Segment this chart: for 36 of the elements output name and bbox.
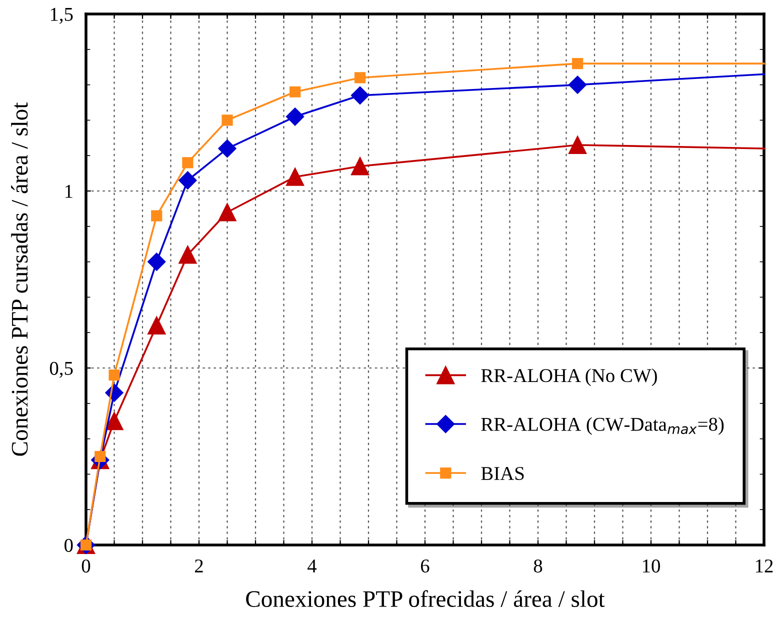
x-tick-label: 8: [534, 559, 542, 573]
y-tick-label: 0,5: [50, 362, 73, 378]
point: [222, 114, 233, 126]
point: [148, 252, 166, 271]
point: [178, 246, 197, 264]
legend-label: BIAS: [481, 466, 524, 480]
x-tick-label: 12: [756, 560, 773, 572]
point: [568, 136, 587, 154]
point: [350, 157, 370, 176]
point: [289, 86, 301, 98]
legend-label: RR-ALOHA (No CW): [481, 368, 657, 386]
point: [218, 203, 236, 222]
y-tick-label: 0: [64, 538, 73, 552]
point: [572, 58, 584, 70]
point: [178, 171, 197, 190]
point: [568, 76, 587, 94]
x-tick-label: 6: [420, 560, 430, 573]
point: [286, 168, 304, 186]
x-tick-label: 10: [642, 559, 660, 573]
point: [105, 412, 124, 430]
point: [286, 108, 304, 126]
point: [182, 157, 194, 168]
point: [218, 139, 236, 158]
x-tick-label: 4: [308, 560, 317, 572]
x-axis-title: Conexiones PTP ofrecidas / área / slot: [246, 590, 605, 608]
y-tick-label: 1: [65, 184, 72, 198]
legend-label: RR-ALOHA (CW-Data$_{max}$=8): [481, 417, 724, 435]
point: [148, 316, 166, 335]
x-tick-label: 0: [82, 559, 90, 573]
point: [350, 86, 370, 104]
y-tick-label: 1,5: [50, 8, 73, 24]
point: [354, 72, 366, 84]
point: [151, 210, 162, 222]
point: [108, 370, 120, 381]
x-tick-label: 2: [194, 560, 203, 572]
y-axis-title: Conexiones PTP cursadas / área / slot: [11, 102, 28, 456]
